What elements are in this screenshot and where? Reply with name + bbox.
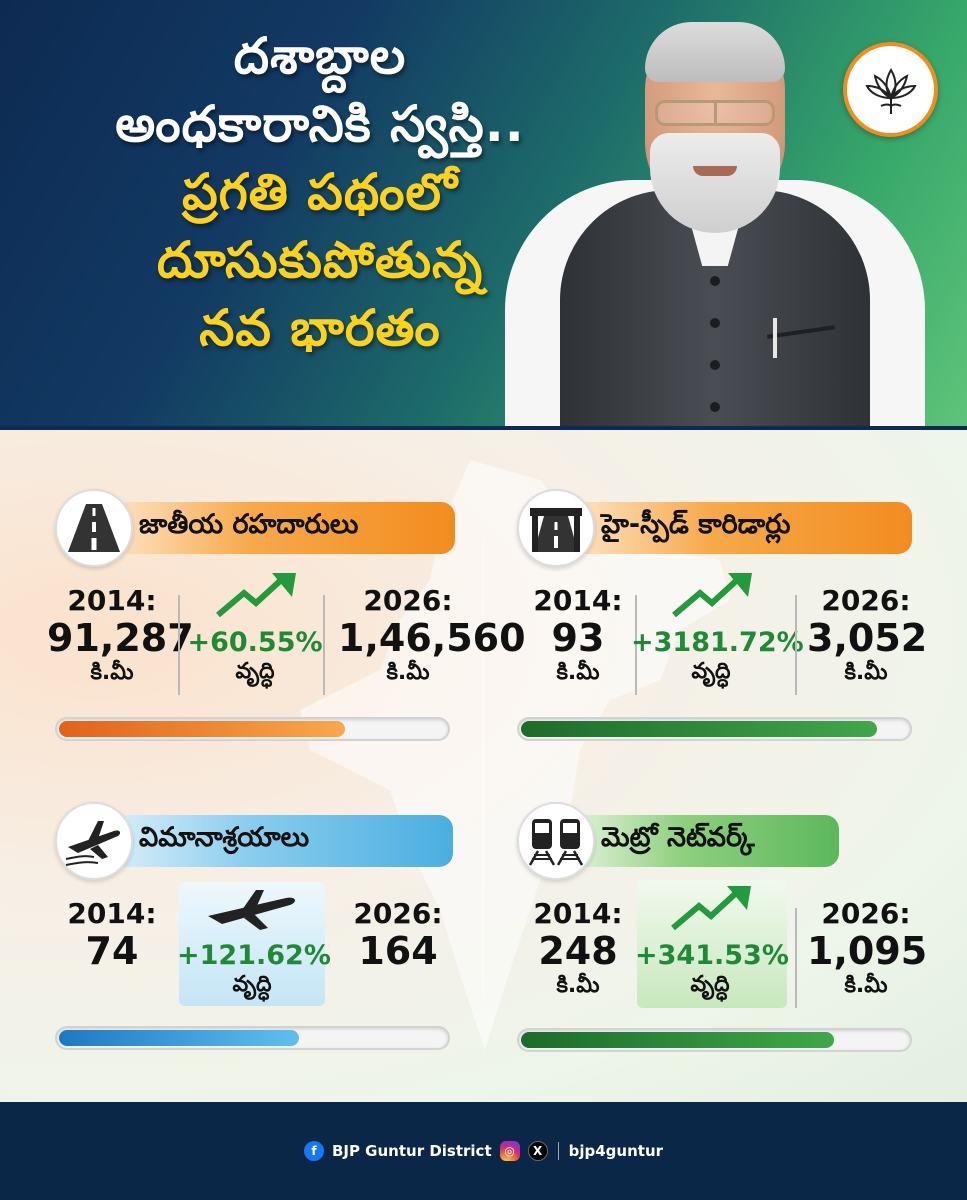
footer: f BJP Guntur District ◎ X bjp4guntur — [0, 1102, 967, 1200]
metro-title-text: మెట్రో నెట్‌వర్క్ — [601, 822, 755, 853]
corridors-end-value: 3,052 — [807, 616, 928, 660]
instagram-icon[interactable]: ◎ — [499, 1141, 520, 1161]
airplane-icon — [208, 890, 295, 930]
metro-growth: +341.53% వృద్ధి — [635, 884, 789, 998]
airports-title-text: విమానాశ్రయాలు — [139, 822, 310, 853]
highways-growth-pct: +60.55% — [187, 627, 323, 658]
metro-end-unit: కి.మీ — [844, 973, 888, 998]
india-map-watermark — [300, 460, 730, 1050]
metro-train-icon — [517, 802, 595, 880]
facebook-icon[interactable]: f — [303, 1141, 324, 1161]
corridors-growth: +3181.72% వృద్ధి — [631, 571, 804, 685]
header-banner: దశాబ్దాల అంధకారానికి స్వస్తి.. ప్రగతి పథ… — [0, 0, 967, 430]
metro-progress-fill — [521, 1032, 835, 1048]
metro-start-year: 2014: — [533, 897, 623, 930]
highways-end-unit: కి.మీ — [386, 660, 430, 685]
metro-end-value: 1,095 — [807, 929, 928, 973]
facebook-handle[interactable]: BJP Guntur District — [331, 1142, 492, 1160]
headline: దశాబ్దాల అంధకారానికి స్వస్తి.. ప్రగతి పథ… — [40, 22, 600, 362]
headline-line-5: నవ భారతం — [199, 299, 441, 357]
airports-end-year: 2026: — [353, 897, 443, 930]
airports-end-value: 164 — [358, 929, 438, 973]
panel-title-metro: మెట్రో నెట్‌వర్క్ — [577, 815, 839, 867]
airplane-icon — [55, 802, 133, 880]
airports-start-value: 74 — [85, 929, 139, 973]
metro-progress-bar — [517, 1028, 912, 1052]
corridors-start-unit: కి.మీ — [556, 660, 600, 685]
airports-growth: +121.62% వృద్ధి — [177, 884, 331, 998]
headline-line-4: దూసుకుపోతున్న — [157, 231, 483, 289]
metro-end: 2026: 1,095 కి.మీ — [807, 897, 928, 1000]
panel-highways: జాతీయ రహదారులు 2014: 91,287 కి.మీ +60.55… — [47, 485, 526, 755]
trend-up-arrow-icon — [672, 573, 752, 618]
trend-up-arrow-icon — [671, 886, 751, 931]
highways-growth: +60.55% వృద్ధి — [180, 571, 330, 685]
metro-start: 2014: 248 కి.మీ — [513, 898, 643, 1000]
highways-start-unit: కి.మీ — [90, 660, 134, 685]
panel-corridors: హై-స్పీడ్ కారిడార్లు 2014: 93 కి.మీ +318… — [517, 485, 927, 755]
metro-start-unit: కి.మీ — [556, 973, 600, 998]
highways-progress-bar — [55, 717, 450, 741]
highways-start-year: 2014: — [67, 584, 157, 617]
highways-end-value: 1,46,560 — [338, 616, 526, 660]
highways-start-value: 91,287 — [47, 616, 194, 660]
corridors-growth-label: వృద్ధి — [691, 659, 731, 684]
highways-growth-label: వృద్ధి — [235, 659, 275, 684]
headline-line-2: అంధకారానికి స్వస్తి.. — [115, 95, 525, 153]
column-divider — [482, 478, 484, 1078]
panel-title-highways: జాతీయ రహదారులు — [115, 502, 455, 554]
panel-airports: విమానాశ్రయాలు 2014: 74 +121.62% వృద్ధి 2… — [55, 798, 453, 1068]
metro-growth-label: వృద్ధి — [690, 972, 730, 997]
social-handle[interactable]: bjp4guntur — [568, 1142, 664, 1160]
road-icon — [55, 489, 133, 567]
corridors-start: 2014: 93 కి.మీ — [513, 585, 643, 687]
metro-end-year: 2026: — [821, 897, 911, 930]
airports-start-year: 2014: — [67, 897, 157, 930]
headline-line-3: ప్రగతి పథంలో — [182, 163, 458, 221]
corridors-end-year: 2026: — [821, 584, 911, 617]
corridors-progress-fill — [521, 721, 878, 737]
airports-progress-fill — [59, 1030, 299, 1046]
metro-start-value: 248 — [538, 929, 618, 973]
corridors-start-year: 2014: — [533, 584, 623, 617]
panel-title-airports: విమానాశ్రయాలు — [115, 815, 453, 867]
corridors-progress-bar — [517, 717, 912, 741]
stats-section: జాతీయ రహదారులు 2014: 91,287 కి.మీ +60.55… — [0, 430, 967, 1102]
lotus-logo-icon — [843, 42, 938, 137]
highways-end: 2026: 1,46,560 కి.మీ — [338, 584, 526, 687]
x-icon[interactable]: X — [527, 1141, 548, 1161]
metro-growth-pct: +341.53% — [635, 940, 789, 971]
highways-title-text: జాతీయ రహదారులు — [139, 509, 359, 540]
highways-progress-fill — [59, 721, 346, 737]
highways-start: 2014: 91,287 కి.మీ — [47, 584, 194, 687]
metro-growth-highlight — [637, 880, 787, 1008]
corridors-end: 2026: 3,052 కి.మీ — [807, 584, 928, 687]
airports-start: 2014: 74 — [47, 897, 177, 973]
airports-progress-bar — [55, 1026, 450, 1050]
expressway-icon — [517, 489, 595, 567]
airports-end: 2026: 164 — [338, 897, 458, 973]
panel-title-corridors: హై-స్పీడ్ కారిడార్లు — [577, 502, 912, 554]
airports-growth-label: వృద్ధి — [232, 972, 272, 997]
corridors-end-unit: కి.మీ — [844, 660, 888, 685]
corridors-title-text: హై-స్పీడ్ కారిడార్లు — [601, 509, 791, 540]
leader-portrait — [505, 18, 925, 430]
panel-metro: మెట్రో నెట్‌వర్క్ 2014: 248 కి.మీ +341.5… — [517, 798, 927, 1068]
corridors-start-value: 93 — [551, 616, 605, 660]
trend-up-arrow-icon — [216, 573, 296, 618]
airports-growth-pct: +121.62% — [177, 940, 331, 971]
headline-line-1: దశాబ్దాల — [233, 27, 407, 85]
highways-end-year: 2026: — [363, 584, 453, 617]
footer-divider — [557, 1142, 559, 1160]
corridors-growth-pct: +3181.72% — [631, 627, 804, 658]
